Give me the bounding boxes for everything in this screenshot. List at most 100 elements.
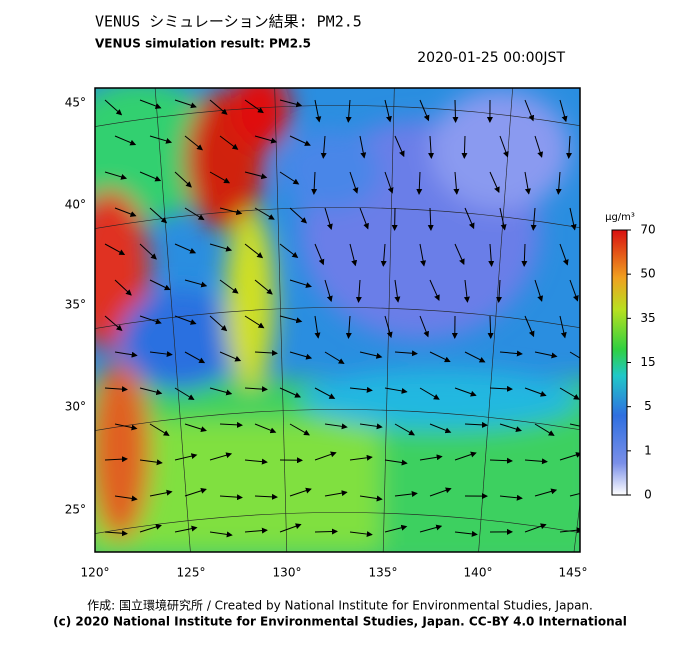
wind-arrow: [279, 99, 303, 108]
wind-arrow: [244, 386, 268, 393]
wind-arrow: [499, 135, 509, 158]
wind-arrow: [487, 315, 494, 339]
wind-arrow: [355, 279, 362, 303]
lat-label: 40°: [65, 198, 86, 212]
wind-arrow: [559, 99, 568, 123]
wind-arrow: [559, 243, 569, 266]
wind-arrow: [419, 315, 429, 338]
wind-arrow: [104, 386, 128, 393]
meridian: [154, 88, 191, 552]
wind-arrow: [419, 387, 440, 400]
lat-label: 35°: [65, 298, 86, 312]
wind-arrow: [174, 525, 198, 533]
wind-arrow: [114, 279, 132, 296]
wind-arrow: [279, 171, 300, 185]
wind-arrow: [524, 99, 535, 122]
wind-arrow: [569, 423, 580, 427]
wind-arrow: [184, 351, 206, 364]
wind-arrow: [499, 494, 523, 501]
wind-arrow: [359, 495, 383, 502]
colorbar-label: 1: [644, 443, 652, 457]
colorbar-label: 50: [640, 267, 655, 281]
wind-arrow: [394, 279, 401, 303]
wind-arrow: [139, 459, 163, 466]
wind-arrow: [289, 487, 312, 497]
wind-arrow: [489, 385, 513, 392]
wind-arrow: [524, 458, 548, 465]
wind-arrow: [149, 279, 171, 291]
wind-arrow: [314, 99, 322, 123]
lat-label: 45°: [65, 96, 86, 110]
wind-arrow: [524, 171, 531, 195]
wind-arrow: [174, 171, 192, 188]
wind-arrow: [184, 279, 208, 288]
colorbar-ticks: 70 50 35 15 5 1 0: [627, 223, 656, 502]
wind-arrow: [314, 451, 337, 461]
wind-arrow: [559, 387, 580, 400]
timestamp: 2020-01-25 00:00JST: [417, 50, 565, 66]
wind-arrow: [279, 523, 302, 533]
lat-label: 30°: [65, 400, 86, 414]
wind-arrow: [114, 207, 137, 217]
wind-arrow: [314, 528, 338, 535]
lon-label: 145°: [559, 566, 588, 580]
wind-arrow: [219, 494, 243, 501]
wind-arrow: [244, 243, 264, 259]
wind-arrow: [320, 135, 327, 159]
wind-arrow: [311, 171, 318, 195]
lat-label: 25°: [65, 503, 86, 517]
wind-arrow: [104, 530, 128, 537]
wind-arrow: [324, 207, 333, 231]
wind-arrow: [359, 423, 383, 430]
wind-arrow: [534, 351, 558, 359]
wind-arrow: [174, 315, 197, 325]
parallel: [95, 207, 580, 229]
wind-arrow: [394, 350, 418, 357]
wind-arrow: [219, 207, 243, 216]
wind-arrow: [314, 387, 336, 399]
wind-arrow: [104, 243, 126, 256]
wind-arrow: [184, 423, 207, 432]
parallel: [95, 409, 580, 431]
wind-arrow: [464, 207, 475, 230]
lon-label: 120°: [81, 566, 110, 580]
wind-arrow: [209, 171, 231, 184]
wind-arrow: [349, 243, 358, 267]
wind-arrow: [464, 421, 488, 428]
colorbar-label: 35: [640, 311, 655, 325]
wind-arrow: [254, 423, 277, 434]
colorbar-unit: μg/m³: [605, 212, 635, 223]
wind-arrow: [349, 531, 373, 538]
wind-arrow: [394, 135, 405, 158]
wind-arrow: [104, 99, 123, 116]
wind-arrow: [114, 423, 138, 431]
wind-arrow: [345, 99, 352, 123]
wind-arrow: [559, 315, 567, 339]
wind-arrow: [489, 457, 513, 464]
wind-arrow: [499, 423, 522, 432]
wind-arrow: [219, 279, 239, 294]
wind-arrow: [499, 350, 523, 357]
wind-arrow: [534, 135, 544, 158]
lat-labels: 45° 40° 35° 30° 25°: [65, 96, 86, 517]
lon-label: 135°: [369, 566, 398, 580]
wind-arrow: [104, 171, 128, 180]
wind-arrow: [427, 207, 434, 231]
wind-arrow: [289, 351, 313, 360]
wind-arrow: [139, 243, 157, 260]
wind-arrow: [454, 451, 477, 461]
lon-labels: 120° 125° 130° 135° 140° 145°: [81, 566, 588, 580]
wind-arrow: [419, 243, 427, 267]
wind-arrow: [289, 207, 308, 224]
wind-arrow: [104, 315, 123, 331]
wind-arrow: [496, 279, 503, 303]
wind-arrow: [174, 99, 197, 109]
wind-arrow: [499, 207, 507, 231]
wind-arrow: [384, 459, 408, 466]
wind-arrow: [534, 423, 555, 436]
colorbar-label: 15: [640, 355, 655, 369]
wind-arrow: [416, 171, 423, 195]
wind-arrow: [428, 135, 435, 159]
wind-arrow: [384, 171, 394, 194]
